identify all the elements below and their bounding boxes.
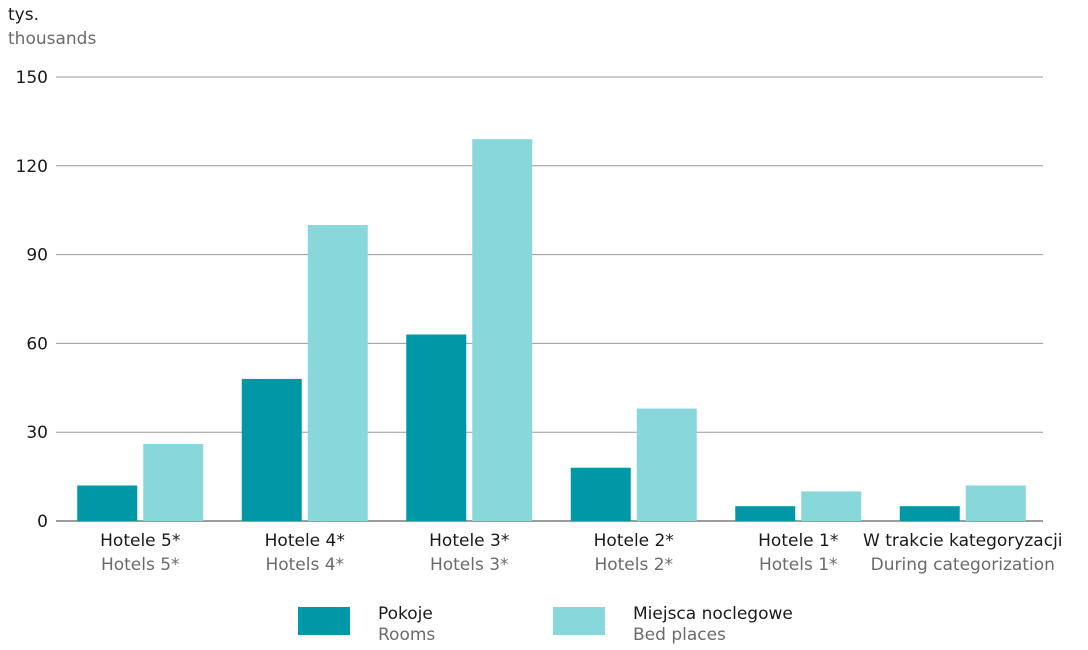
bar-rooms [899, 506, 960, 521]
bar-rooms [406, 334, 467, 521]
bar-bed-places [472, 139, 533, 521]
y-tick-label: 30 [26, 423, 48, 443]
x-tick-label: Hotele 5* [100, 531, 180, 551]
y-axis-title: tys. [8, 5, 39, 25]
legend-label-rooms-english: Rooms [378, 625, 436, 645]
x-tick-label: Hotele 3* [429, 531, 509, 551]
bar-rooms [735, 506, 796, 521]
y-tick-label: 120 [16, 157, 48, 177]
legend-label-bed-places-english: Bed places [633, 625, 726, 645]
y-tick-label: 60 [26, 334, 48, 354]
legend-swatch-rooms [298, 607, 350, 635]
bar-bed-places [307, 225, 368, 521]
bar-rooms [77, 485, 138, 521]
x-tick-label: Hotele 1* [758, 531, 838, 551]
bar-bed-places [143, 444, 204, 521]
x-tick-label-english: Hotels 3* [430, 555, 509, 575]
bar-chart: 0 30 60 90 120 150 Hotele 5* Hotels 5* Hotele 4*… [16, 68, 1063, 575]
y-tick-label: 150 [16, 68, 48, 88]
legend-label-rooms: Pokoje [378, 604, 433, 624]
x-tick-label-english: Hotels 4* [265, 555, 344, 575]
y-tick-label: 0 [37, 512, 48, 532]
bar-bed-places [636, 408, 697, 521]
bar-bed-places [801, 491, 862, 521]
y-axis-title-english: thousands [8, 29, 97, 49]
bar-rooms [241, 378, 302, 521]
legend-item-rooms: Pokoje Rooms [298, 604, 435, 646]
legend-label-bed-places: Miejsca noclegowe [633, 604, 793, 624]
y-tick-label: 90 [26, 246, 48, 266]
x-tick-label-english: Hotels 1* [759, 555, 838, 575]
legend-item-bed-places: Miejsca noclegowe Bed places [553, 604, 793, 646]
bar-rooms [570, 467, 631, 521]
x-tick-label: W trakcie kategoryzacji [863, 531, 1063, 551]
legend-swatch-bed-places [553, 607, 605, 635]
x-tick-label: Hotele 4* [265, 531, 345, 551]
x-tick-label-english: Hotels 5* [101, 555, 180, 575]
x-tick-label: Hotele 2* [594, 531, 674, 551]
x-tick-label-english: Hotels 2* [594, 555, 673, 575]
bar-bed-places [965, 485, 1026, 521]
x-tick-label-english: During categorization [871, 555, 1055, 575]
